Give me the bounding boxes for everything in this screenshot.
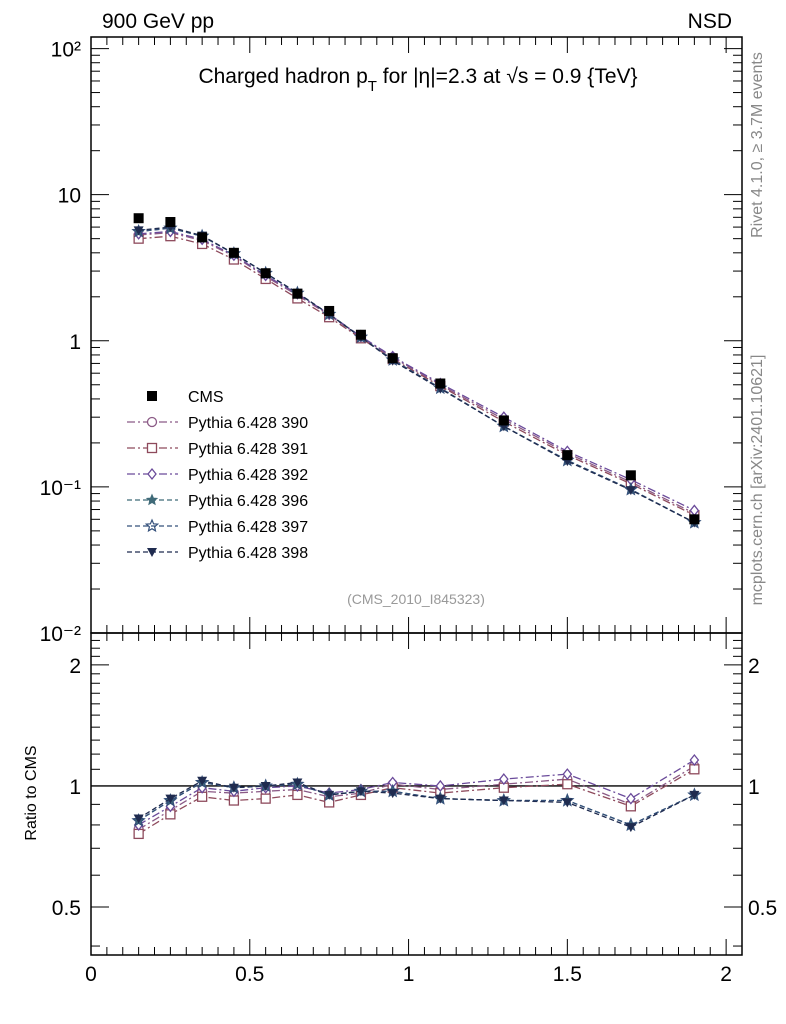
legend-marker [147,467,157,481]
ratio-y-tick-label: 0.5 [52,897,81,920]
ratio-series-6 [133,776,700,833]
legend-marker [146,416,158,428]
ratio-series-point [292,778,303,788]
x-tick-label: 0.5 [235,963,264,986]
cms-data-point [689,514,700,525]
header-right-label: NSD [688,10,732,33]
x-tick-label: 2 [720,963,732,986]
legend-label: Pythia 6.428 392 [188,467,308,484]
y-tick-label: 10 [58,185,81,208]
ratio-series-point [625,823,636,833]
ratio-series-point [689,790,700,800]
ratio-y-tick-label: 1 [69,776,81,799]
ratio-series-point [498,796,509,806]
cms-data [133,213,700,525]
ratio-series-point [260,781,271,791]
ratio-frame [90,632,743,956]
series-point [625,486,636,496]
chart-title: Charged hadron pT for |η|=2.3 at √s = 0.… [198,65,637,95]
chart-title-pre: Charged hadron p [198,65,367,88]
legend-marker [145,493,159,506]
ratio-series-point [355,787,366,797]
ratio-series-line [138,781,695,826]
ratio-series-point [562,798,573,808]
cms-data-point [165,217,176,228]
cms-data-point [292,288,303,299]
main-frame [90,36,743,634]
ratio-y-tick-label: 2 [69,655,81,678]
series-line [138,226,695,524]
ratio-y-tick-label-right: 0.5 [748,897,777,920]
series-line [138,235,695,516]
ratio-series-line [138,781,695,826]
ratio-series-point [133,814,144,824]
ratio-series-point [435,794,446,804]
y-tick-label: 10² [51,39,81,62]
legend-marker [144,518,160,533]
ratio-series-point [562,768,573,781]
ratio-series-point [197,776,208,786]
x-tick-label: 0 [85,963,97,986]
cms-data-point [562,450,573,461]
legend-label: Pythia 6.428 397 [188,519,308,536]
ratio-series-point [689,764,700,775]
ratio-series-point [228,795,240,806]
ratio-y-axis-label: Ratio to CMS [23,745,40,840]
ratio-series-point [228,783,239,793]
cms-data-point [228,247,239,258]
legend-marker [146,442,158,454]
ratio-y-tick-label-right: 1 [748,776,760,799]
legend-label: Pythia 6.428 391 [188,441,308,458]
cms-data-point [387,353,398,364]
ratio-series-point [165,794,176,804]
cms-data-point [197,232,208,243]
analysis-label: (CMS_2010_I845323) [347,591,485,607]
ratio-series-line [138,768,695,835]
cms-data-point [498,415,509,426]
ratio-series-point [435,779,446,792]
series-point [133,226,144,236]
header-left-label: 900 GeV pp [102,10,214,33]
ratio-series-point [260,793,271,804]
legend-marker [147,548,157,557]
ratio-series-point [498,773,509,786]
cms-data-point [260,268,271,279]
ratio-series-1 [133,761,700,835]
y-tick-label: 1 [69,331,81,354]
ratio-series-point [626,792,636,805]
legend-marker-cms [147,391,157,401]
cms-data-point [324,305,335,316]
ratio-panel: 2 2 1 1 0.5 0.5 0 0.5 1 1.5 2 [52,632,777,986]
legend-label: Pythia 6.428 396 [188,493,308,510]
x-tick-label: 1.5 [553,963,582,986]
ratio-series-point [689,753,700,767]
legend-label: Pythia 6.428 398 [188,545,308,562]
cms-data-point [625,470,636,481]
ratio-series-point [562,779,573,790]
chart-title-sub: T [368,78,377,95]
legend: CMS Pythia 6.428 390 Pythia 6.428 391 Pythi… [127,389,308,562]
side-label-rivet: Rivet 4.1.0, ≥ 3.7M events [749,52,766,238]
legend-label-cms: CMS [188,389,224,406]
ratio-series-point [324,790,335,800]
cms-data-point [435,378,446,389]
chart-title-post: for |η|=2.3 at √s = 0.9 {TeV} [377,65,638,88]
ratio-series-line [138,780,695,828]
ratio-series-point [387,789,398,799]
side-label-mcplots: mcplots.cern.ch [arXiv:2401.10621] [749,355,766,606]
y-tick-label: 10⁻² [40,623,81,646]
legend-label: Pythia 6.428 390 [188,415,308,432]
ratio-series-2 [133,764,700,840]
ratio-series-line [138,759,695,826]
y-tick-label: 10⁻¹ [40,477,81,500]
main-panel: 10² 10 1 10⁻¹ 10⁻² [40,36,743,646]
ratio-y-tick-label-right: 2 [748,655,760,678]
cms-data-point [355,329,366,340]
x-tick-label: 1 [403,963,415,986]
cms-data-point [133,213,144,224]
